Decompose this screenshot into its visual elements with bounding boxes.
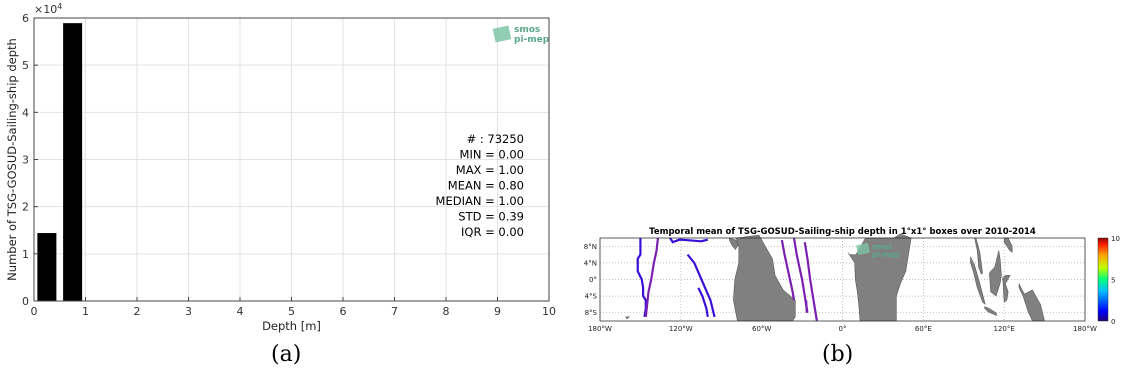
map-lon-label: 60°E	[915, 325, 932, 333]
y-tick-label: 1	[22, 248, 29, 261]
x-tick-label: 5	[288, 305, 295, 318]
y-tick-label: 4	[22, 106, 29, 119]
stats-line: MEDIAN = 1.00	[436, 194, 524, 208]
stats-line: MIN = 0.00	[460, 148, 524, 162]
stats-line: # : 73250	[467, 132, 524, 146]
x-tick-label: 10	[542, 305, 556, 318]
map-lat-label: 4°N	[584, 259, 597, 267]
x-tick-label: 4	[237, 305, 244, 318]
land-islet	[625, 316, 631, 320]
x-tick-label: 8	[443, 305, 450, 318]
logo-text: smos	[872, 243, 892, 251]
x-tick-label: 0	[31, 305, 38, 318]
map-lon-label: 0°	[839, 325, 847, 333]
stats-line: MAX = 1.00	[456, 163, 524, 177]
x-tick-label: 6	[340, 305, 347, 318]
y-tick-label: 5	[22, 59, 29, 72]
ship-track	[803, 241, 818, 322]
logo-text: pi-mep	[514, 35, 550, 45]
ship-track	[669, 237, 709, 244]
ship-track	[686, 253, 716, 318]
panel-label-b: (b)	[822, 342, 854, 367]
y-axis-label: Number of TSG-GOSUD-Sailing-ship depth	[5, 38, 19, 281]
colorbar-tick-label: 0	[1111, 318, 1115, 326]
map-frame	[599, 237, 1086, 322]
depth-map: Temporal mean of TSG-GOSUD-Sailing-ship …	[584, 227, 1120, 333]
land-sulawesi	[1002, 275, 1011, 303]
land-philippines	[1003, 237, 1013, 253]
land-south-america	[733, 234, 796, 322]
y-tick-label: 0	[22, 295, 29, 308]
map-title: Temporal mean of TSG-GOSUD-Sailing-ship …	[649, 227, 1036, 237]
colorbar-tick-label: 10	[1111, 235, 1120, 243]
x-tick-label: 3	[185, 305, 192, 318]
y-exponent-label: ×104	[34, 2, 62, 16]
x-tick-label: 7	[391, 305, 398, 318]
ship-track	[636, 238, 647, 318]
colorbar	[1097, 237, 1109, 322]
logo-text: smos	[514, 25, 540, 35]
x-tick-label: 1	[82, 305, 89, 318]
colorbar-tick-label: 5	[1111, 277, 1115, 285]
ship-track	[697, 287, 709, 318]
land-borneo	[989, 250, 1002, 297]
y-tick-label: 2	[22, 201, 29, 214]
map-lat-label: 8°N	[584, 243, 597, 251]
x-tick-label: 2	[134, 305, 141, 318]
map-lon-label: 120°W	[669, 325, 693, 333]
land-sumatra	[970, 256, 986, 305]
logo-mark	[856, 242, 870, 256]
logo-mark	[492, 25, 512, 43]
ship-track	[792, 237, 809, 313]
map-lat-label: 4°S	[585, 293, 598, 301]
map-lat-label: 0°	[589, 276, 597, 284]
land-central-america	[729, 237, 739, 250]
map-lat-label: 8°S	[585, 309, 598, 317]
y-tick-label: 6	[22, 12, 29, 25]
land-africa	[847, 233, 912, 322]
map-lon-label: 120°E	[994, 325, 1015, 333]
logo-text: pi-mep	[872, 251, 899, 259]
map-lon-label: 60°W	[752, 325, 771, 333]
land-java	[984, 306, 998, 316]
map-lon-label: 180°W	[1073, 325, 1097, 333]
panel-label-a: (a)	[271, 342, 302, 367]
x-tick-label: 9	[494, 305, 501, 318]
map-lon-label: 180°W	[588, 325, 612, 333]
y-tick-label: 3	[22, 154, 29, 167]
ship-track	[644, 237, 660, 317]
stats-line: IQR = 0.00	[461, 225, 524, 239]
ship-track	[805, 300, 808, 313]
ship-track	[780, 239, 796, 301]
depth-histogram: 0 1 2 3 4 5 6 7 8 9 10 0 1 2 3 4 5 6 ×104 Depth [m] Number o…	[5, 2, 556, 333]
x-axis-label: Depth [m]	[262, 319, 321, 333]
stats-line: MEAN = 0.80	[448, 179, 524, 193]
stats-line: STD = 0.39	[458, 210, 524, 224]
land-malay-peninsula	[974, 237, 983, 275]
